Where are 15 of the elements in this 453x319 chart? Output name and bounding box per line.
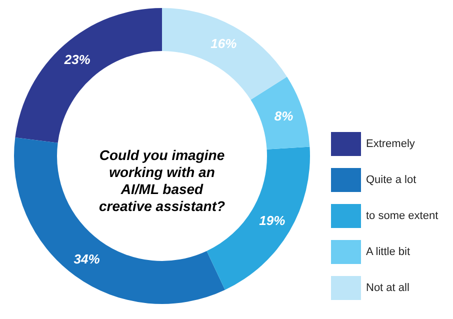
donut-slice (250, 76, 310, 150)
donut-slice (162, 8, 287, 100)
legend-label: to some extent (366, 210, 438, 222)
data-label: 19% (259, 213, 286, 228)
legend-label: Not at all (366, 282, 410, 294)
donut-slice (14, 137, 226, 304)
legend-label: A little bit (366, 246, 410, 258)
legend-label: Extremely (366, 138, 416, 150)
data-label: 34% (74, 252, 100, 267)
data-label: 16% (210, 36, 238, 51)
legend-label: Quite a lot (366, 174, 416, 186)
data-label: 8% (274, 108, 294, 124)
text: Could you imagine working with an AI/ML based creative assistant? (98, 147, 226, 214)
donut-slice (15, 8, 162, 143)
data-label: 23% (63, 52, 91, 67)
